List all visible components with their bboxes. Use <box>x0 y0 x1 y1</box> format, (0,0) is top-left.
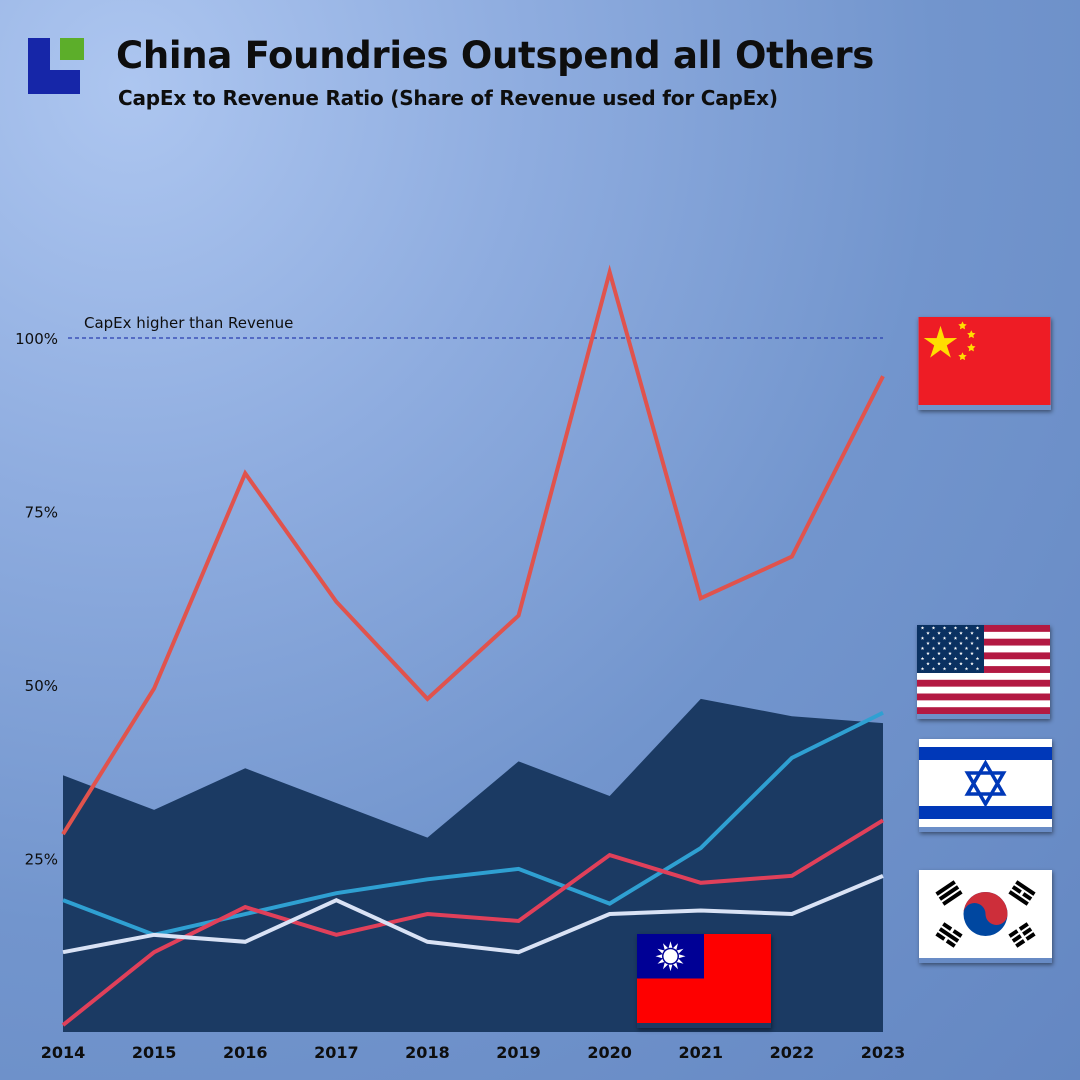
series-line-3 <box>61 818 885 1027</box>
israel-flag-icon <box>919 739 1052 832</box>
y-tick-label: 25% <box>25 851 58 869</box>
series-line-1 <box>61 264 885 836</box>
x-tick-label: 2023 <box>861 1043 906 1062</box>
x-tick-label: 2015 <box>132 1043 177 1062</box>
x-tick-label: 2014 <box>41 1043 86 1062</box>
x-tick-label: 2018 <box>405 1043 450 1062</box>
x-tick-label: 2020 <box>587 1043 632 1062</box>
company-logo <box>28 38 86 96</box>
x-tick-label: 2022 <box>770 1043 815 1062</box>
chart-title: China Foundries Outspend all Others <box>116 34 875 77</box>
y-tick-label: 50% <box>25 677 58 695</box>
x-tick-label: 2019 <box>496 1043 541 1062</box>
series-line-2 <box>62 710 884 937</box>
x-tick-label: 2021 <box>679 1043 724 1062</box>
x-tick-label: 2016 <box>223 1043 268 1062</box>
series-line-4 <box>62 874 884 955</box>
south-korea-flag-icon <box>919 870 1052 963</box>
y-tick-label: 100% <box>15 330 58 348</box>
china-flag-icon <box>918 317 1051 410</box>
x-tick-label: 2017 <box>314 1043 359 1062</box>
usa-flag-icon <box>917 625 1050 719</box>
chart-subtitle: CapEx to Revenue Ratio (Share of Revenue… <box>118 86 778 110</box>
y-tick-label: 75% <box>25 504 58 522</box>
reference-line-label: CapEx higher than Revenue <box>84 314 293 332</box>
taiwan-flag-icon <box>637 934 771 1028</box>
